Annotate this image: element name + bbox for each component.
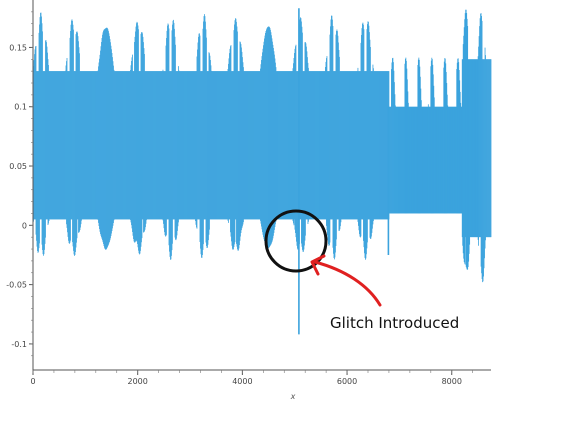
y-tick-label: -0.1 (11, 340, 27, 349)
glitch-label: Glitch Introduced (330, 314, 459, 332)
x-tick-label: 4000 (232, 377, 252, 386)
glitch-arrowhead (310, 254, 326, 276)
x-axis: 0 2000 4000 6000 8000 (30, 369, 491, 386)
glitch-arrow (313, 260, 382, 307)
y-tick-label: 0 (22, 221, 27, 230)
y-tick-label: 0.1 (14, 103, 27, 112)
y-tick-label: 0.05 (9, 162, 27, 171)
y-tick-label: 0.15 (9, 43, 27, 52)
x-axis-label: x (290, 392, 296, 401)
y-axis: -0.1 -0.05 0 0.05 0.1 0.15 (6, 0, 34, 370)
x-tick-label: 8000 (442, 377, 462, 386)
x-tick-label: 6000 (337, 377, 357, 386)
glitch-circle (264, 209, 328, 273)
x-tick-label: 0 (30, 377, 35, 386)
y-tick-label: -0.05 (6, 281, 27, 290)
glitch-annotation: Glitch Introduced (264, 209, 459, 332)
x-tick-label: 2000 (128, 377, 148, 386)
waveform-series (32, 8, 492, 335)
